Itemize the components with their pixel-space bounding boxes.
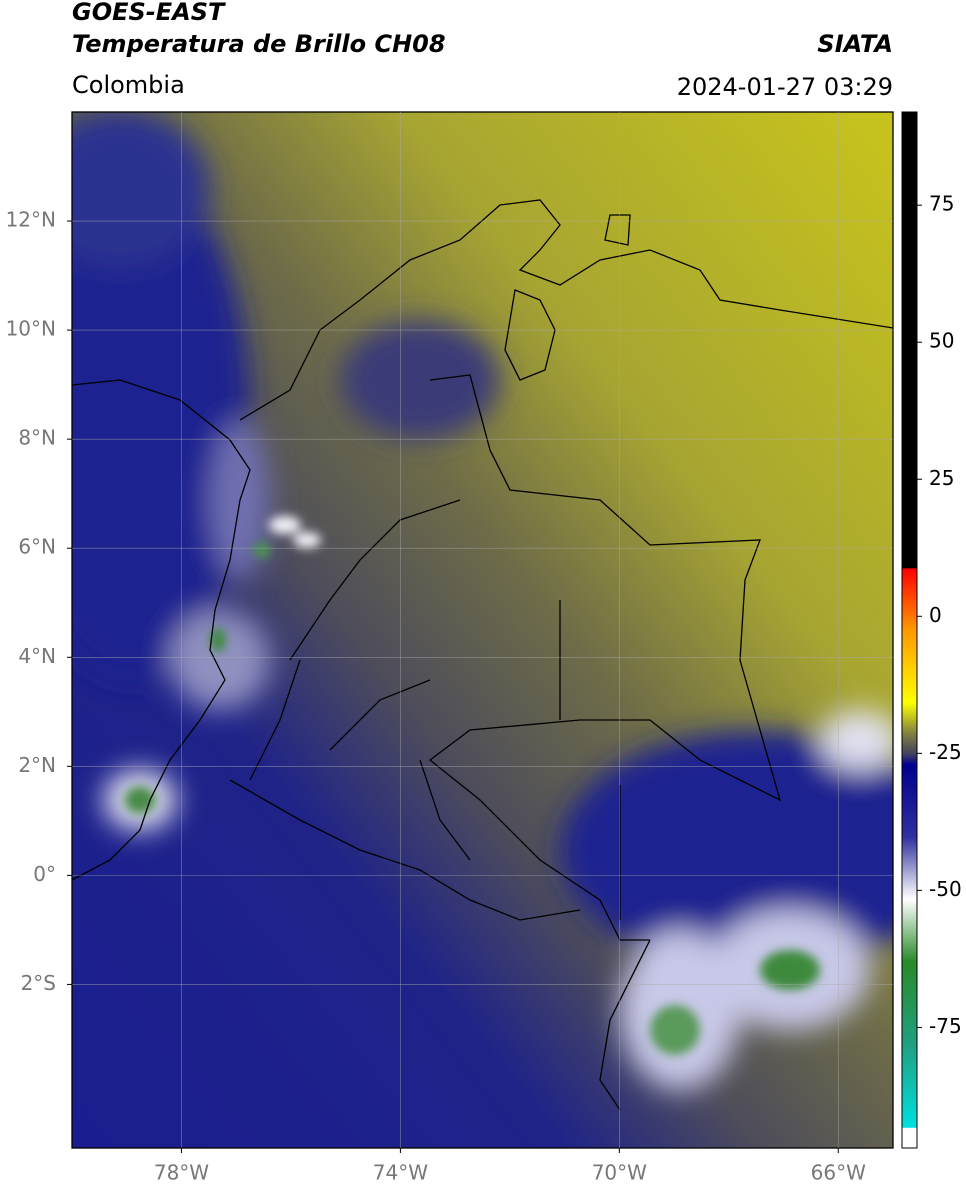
colorbar-tick-label: -50 — [929, 877, 962, 901]
colorbar-tick-label: 75 — [929, 192, 954, 216]
lat-tick-label: 4°N — [18, 644, 56, 668]
lat-tick-label: 10°N — [6, 317, 56, 341]
colorbar — [901, 111, 918, 1149]
subtitle: Temperatura de Brillo CH08 — [72, 30, 446, 58]
lon-tick-label: 70°W — [592, 1161, 647, 1185]
lat-tick-label: 2°N — [18, 753, 56, 777]
lon-tick-label: 66°W — [811, 1161, 866, 1185]
lon-tick-label: 74°W — [373, 1161, 428, 1185]
satellite-image — [72, 112, 893, 1148]
lon-tick-label: 78°W — [154, 1161, 209, 1185]
colorbar-tick-label: 25 — [929, 466, 954, 490]
lat-tick-label: 12°N — [6, 208, 56, 232]
lat-tick-label: 0° — [33, 862, 56, 886]
lat-tick-label: 2°S — [21, 971, 56, 995]
colorbar-tick-label: 0 — [929, 603, 942, 627]
borders — [72, 199, 893, 1111]
colorbar-tick-label: -75 — [929, 1014, 962, 1038]
region: Colombia — [72, 71, 185, 99]
title: GOES-EAST — [72, 0, 226, 26]
lat-tick-label: 8°N — [18, 426, 56, 450]
colorbar-tick-label: -25 — [929, 740, 962, 764]
source: SIATA — [817, 30, 893, 58]
colorbar-tick-label: 50 — [929, 329, 954, 353]
timestamp: 2024-01-27 03:29 — [677, 73, 893, 101]
map-frame — [71, 111, 894, 1149]
lat-tick-label: 6°N — [18, 535, 56, 559]
